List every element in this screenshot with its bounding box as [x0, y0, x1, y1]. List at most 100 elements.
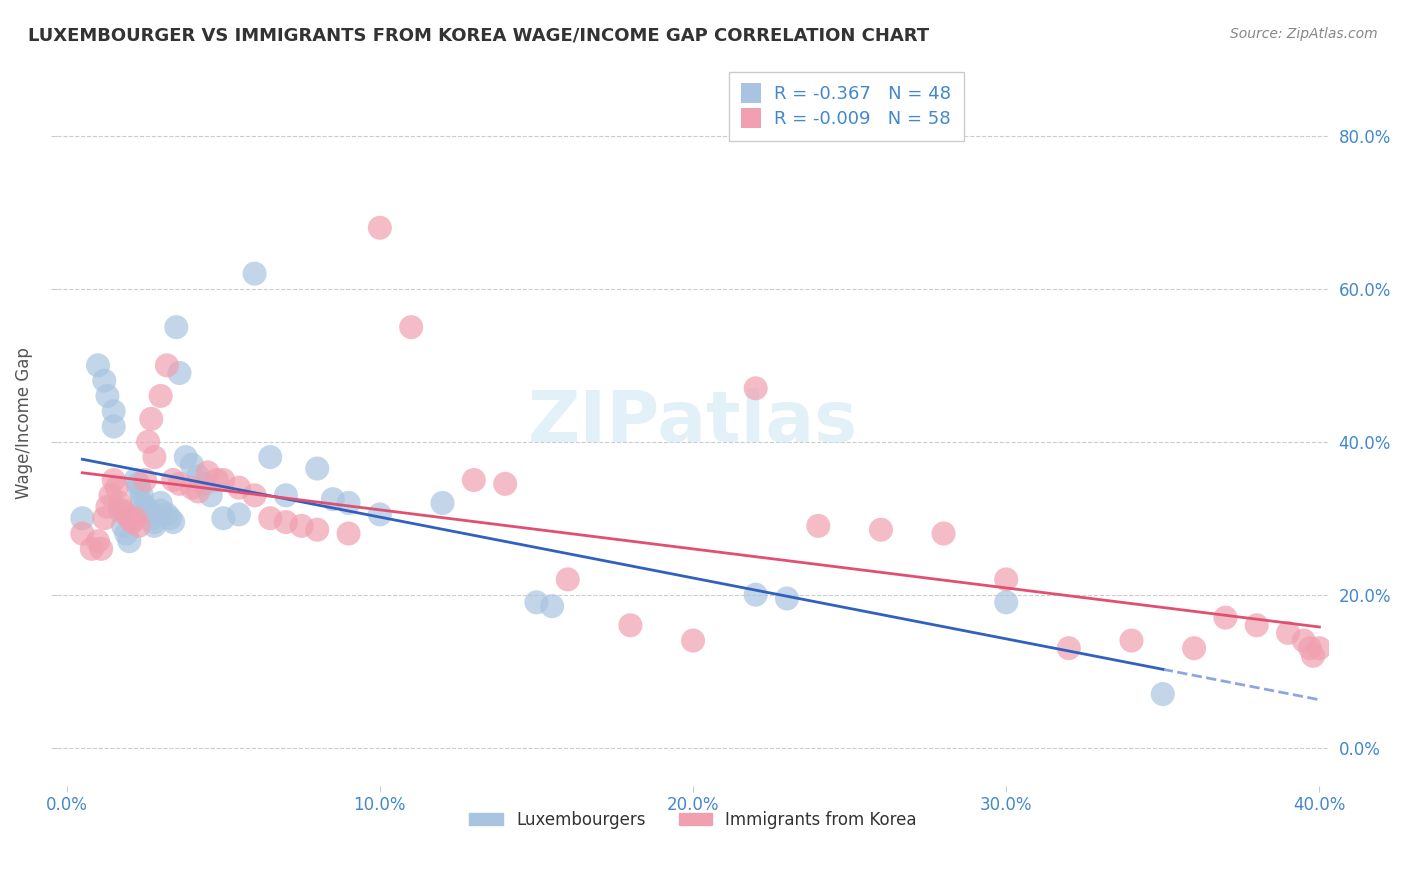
Point: [995, 573, 1018, 587]
Point: [526, 595, 548, 609]
Point: [259, 450, 281, 464]
Point: [124, 511, 146, 525]
Point: [149, 389, 172, 403]
Point: [149, 496, 172, 510]
Point: [337, 526, 360, 541]
Point: [143, 515, 166, 529]
Point: [181, 458, 204, 472]
Point: [136, 434, 159, 449]
Point: [141, 412, 163, 426]
Text: Source: ZipAtlas.com: Source: ZipAtlas.com: [1230, 27, 1378, 41]
Point: [103, 419, 125, 434]
Point: [143, 450, 166, 464]
Point: [93, 511, 115, 525]
Point: [243, 267, 266, 281]
Point: [90, 541, 112, 556]
Point: [118, 534, 141, 549]
Point: [162, 515, 184, 529]
Point: [187, 469, 209, 483]
Point: [307, 523, 329, 537]
Point: [274, 488, 297, 502]
Point: [259, 511, 281, 525]
Point: [463, 473, 485, 487]
Point: [72, 511, 94, 525]
Point: [103, 404, 125, 418]
Point: [432, 496, 454, 510]
Point: [115, 526, 138, 541]
Point: [290, 519, 312, 533]
Point: [93, 374, 115, 388]
Point: [100, 488, 122, 502]
Point: [143, 519, 166, 533]
Point: [72, 526, 94, 541]
Point: [134, 500, 156, 514]
Point: [96, 389, 118, 403]
Point: [193, 476, 215, 491]
Point: [212, 511, 235, 525]
Point: [1182, 641, 1205, 656]
Point: [1215, 610, 1237, 624]
Point: [776, 591, 799, 606]
Point: [131, 496, 153, 510]
Point: [141, 511, 163, 525]
Point: [108, 503, 131, 517]
Point: [96, 500, 118, 514]
Point: [105, 481, 128, 495]
Y-axis label: Wage/Income Gap: Wage/Income Gap: [15, 347, 32, 499]
Point: [744, 588, 766, 602]
Point: [274, 515, 297, 529]
Point: [169, 366, 191, 380]
Point: [870, 523, 893, 537]
Point: [87, 534, 110, 549]
Point: [228, 481, 250, 495]
Point: [112, 519, 135, 533]
Point: [197, 466, 219, 480]
Point: [128, 519, 150, 533]
Point: [1121, 633, 1143, 648]
Point: [134, 473, 156, 487]
Point: [80, 541, 103, 556]
Point: [557, 573, 579, 587]
Point: [118, 511, 141, 525]
Point: [932, 526, 955, 541]
Point: [162, 473, 184, 487]
Point: [136, 503, 159, 517]
Point: [228, 508, 250, 522]
Text: ZIPatlas: ZIPatlas: [529, 388, 858, 458]
Text: LUXEMBOURGER VS IMMIGRANTS FROM KOREA WAGE/INCOME GAP CORRELATION CHART: LUXEMBOURGER VS IMMIGRANTS FROM KOREA WA…: [28, 27, 929, 45]
Point: [1277, 626, 1299, 640]
Point: [337, 496, 360, 510]
Point: [1302, 648, 1324, 663]
Point: [995, 595, 1018, 609]
Point: [1246, 618, 1268, 632]
Point: [115, 508, 138, 522]
Point: [1152, 687, 1174, 701]
Point: [744, 381, 766, 395]
Point: [1308, 641, 1330, 656]
Point: [112, 503, 135, 517]
Point: [541, 599, 564, 614]
Point: [124, 473, 146, 487]
Point: [174, 450, 197, 464]
Point: [619, 618, 641, 632]
Point: [682, 633, 704, 648]
Point: [322, 492, 344, 507]
Point: [159, 511, 181, 525]
Point: [149, 503, 172, 517]
Point: [108, 496, 131, 510]
Point: [187, 484, 209, 499]
Point: [131, 488, 153, 502]
Point: [368, 508, 391, 522]
Point: [205, 473, 228, 487]
Point: [165, 320, 187, 334]
Point: [169, 476, 191, 491]
Point: [87, 359, 110, 373]
Point: [156, 359, 179, 373]
Point: [1299, 641, 1322, 656]
Point: [807, 519, 830, 533]
Point: [128, 481, 150, 495]
Point: [243, 488, 266, 502]
Legend: Luxembourgers, Immigrants from Korea: Luxembourgers, Immigrants from Korea: [463, 805, 924, 836]
Point: [399, 320, 422, 334]
Point: [103, 473, 125, 487]
